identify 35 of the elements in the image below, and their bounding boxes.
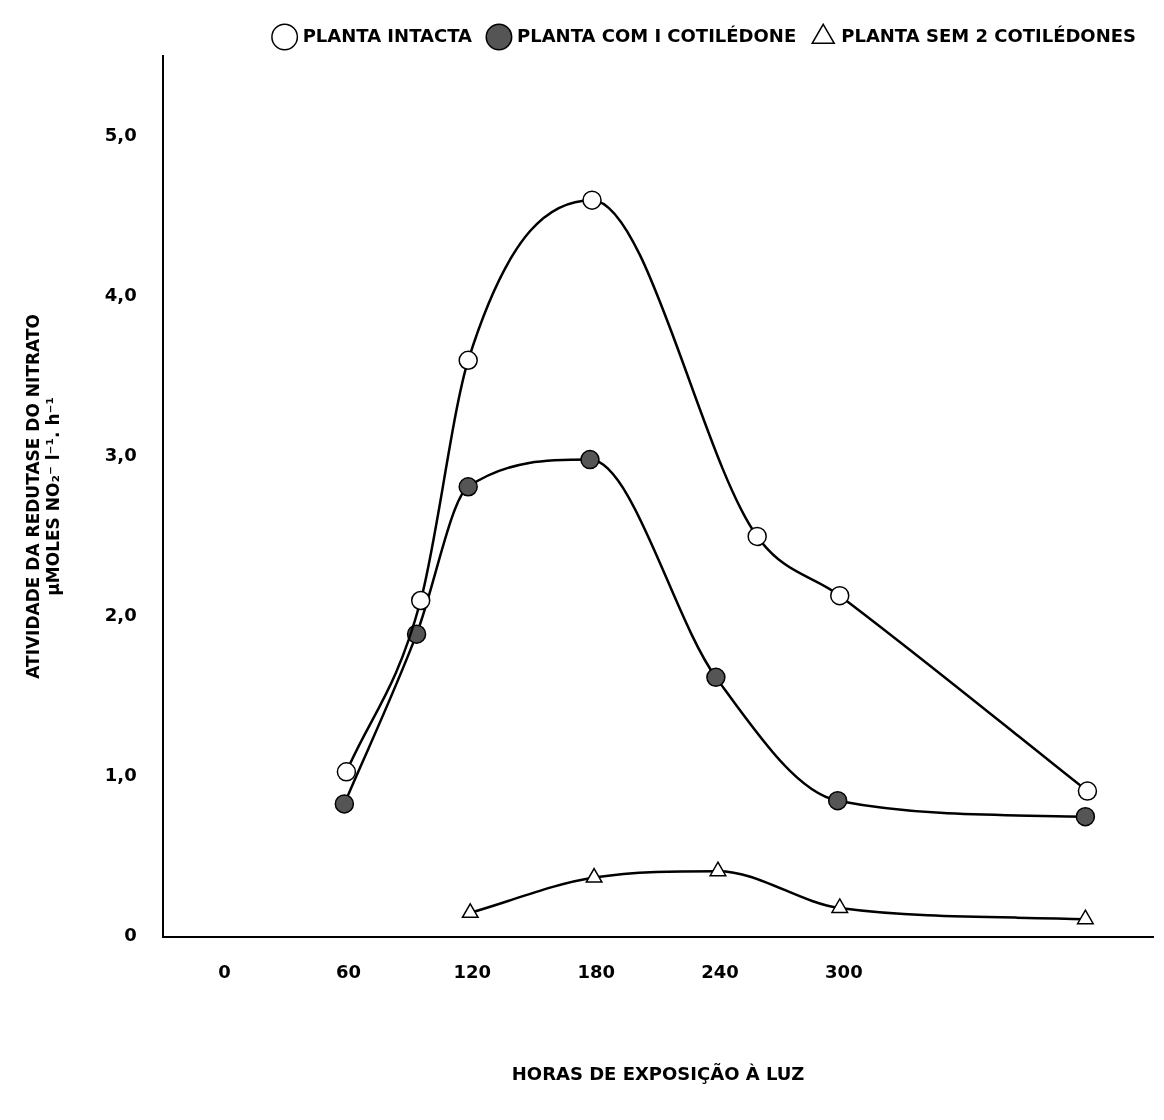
point — [1075, 806, 1096, 827]
y-axis-title: ATIVIDADE DA REDUTASE DO NITRATO µMOLES NO₂⁻ l⁻¹. h⁻¹ — [22, 314, 64, 679]
x-tick-label: 180 — [577, 961, 615, 983]
x-axis-title: HORAS DE EXPOSIÇÃO À LUZ — [511, 1061, 805, 1084]
legend-label: PLANTA INTACTA — [302, 24, 473, 46]
point — [458, 350, 478, 371]
point — [706, 667, 726, 688]
x-tick-label: 0 — [218, 961, 231, 983]
x-tick-label: 60 — [335, 961, 361, 983]
point — [747, 526, 767, 547]
point — [410, 590, 431, 611]
x-tick-label: 120 — [453, 961, 492, 983]
point — [582, 190, 602, 210]
point — [709, 861, 727, 877]
x-tick-label: 300 — [825, 961, 863, 983]
y-tick-label: 3,0 — [104, 444, 137, 466]
y-tick-label: 1,0 — [104, 764, 137, 786]
point — [458, 477, 478, 497]
point — [1076, 909, 1094, 925]
point — [831, 898, 849, 914]
point — [1077, 781, 1098, 801]
legend-label: PLANTA COM I COTILÉDONE — [516, 24, 797, 46]
y-tick-label: 0 — [124, 924, 137, 946]
point — [336, 762, 357, 782]
point — [585, 867, 603, 883]
point — [334, 794, 355, 814]
y-tick-label: 2,0 — [104, 604, 137, 626]
legend-label: PLANTA SEM 2 COTILÉDONES — [841, 24, 1137, 46]
y-tick-label: 5,0 — [104, 123, 137, 145]
point — [827, 790, 848, 811]
x-tick-label: 240 — [701, 961, 739, 983]
point — [829, 585, 850, 606]
point — [580, 449, 600, 470]
point — [461, 903, 479, 919]
y-tick-label: 4,0 — [104, 283, 137, 305]
